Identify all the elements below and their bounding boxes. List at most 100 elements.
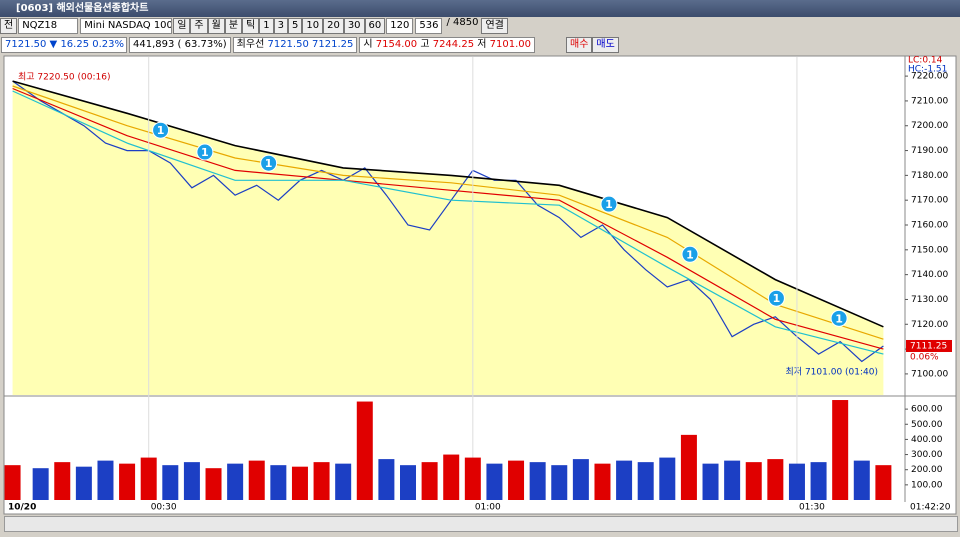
open-label: 시 — [363, 39, 373, 50]
y-tick-label: 7100.00 — [911, 369, 948, 379]
period-button[interactable]: 3 — [273, 18, 288, 34]
x-tick-label: 01:30 — [799, 503, 825, 513]
high-label: 최고 7220.50 (00:16) — [18, 72, 110, 83]
volume-bar — [270, 465, 287, 500]
period-button[interactable]: 월 — [207, 18, 225, 34]
x-tick-label: 01:00 — [475, 503, 501, 513]
volume-bar — [356, 401, 373, 500]
chart: 7100.007110.007120.007130.007140.007150.… — [3, 55, 957, 515]
y-tick-label: 7180.00 — [911, 171, 948, 181]
quote-volume: 441,893 ( 63.73%) — [129, 37, 231, 53]
signal-label: 1 — [265, 157, 273, 170]
arrow: ▼ — [49, 39, 58, 50]
y-tick-label: 7170.00 — [911, 196, 948, 206]
volume-bar — [745, 462, 762, 500]
y-tick-label: 600.00 — [911, 405, 943, 415]
interval[interactable]: 120 — [386, 18, 414, 34]
x-tick-label: 00:30 — [151, 503, 177, 513]
y-tick-label: 100.00 — [911, 480, 943, 490]
volume-bar — [378, 459, 395, 500]
moving-average — [12, 90, 884, 355]
volume-bar — [853, 460, 870, 500]
y-tick-label: 7160.00 — [911, 221, 948, 231]
volume-bar — [4, 465, 21, 500]
high-label: 고 — [420, 39, 430, 50]
volume-bar — [443, 454, 460, 500]
period-button[interactable]: 일 — [173, 18, 191, 34]
volume-bar — [810, 462, 827, 500]
signal-marker — [600, 195, 618, 213]
volume-bar — [162, 465, 179, 500]
rate: 0.23% — [92, 39, 125, 50]
y-tick-label: 7220.00 — [911, 72, 948, 82]
signal-marker — [196, 143, 214, 161]
y-tick-label: 200.00 — [911, 465, 943, 475]
period-button[interactable]: 60 — [364, 18, 386, 34]
volume-bar — [767, 459, 784, 500]
volume-bar — [183, 462, 200, 500]
volume-bar — [551, 465, 568, 500]
signal-label: 1 — [201, 146, 209, 159]
period-button[interactable]: 주 — [190, 18, 208, 34]
volume-bar — [205, 468, 222, 500]
period-button[interactable]: 30 — [343, 18, 365, 34]
y-tick-label: 7130.00 — [911, 295, 948, 305]
volume-bar — [464, 457, 481, 500]
signal-label: 1 — [157, 124, 165, 137]
signal-marker — [767, 289, 785, 307]
period-button[interactable]: 틱 — [242, 18, 260, 34]
x-start-label: 10/20 — [8, 503, 36, 513]
volume-bar — [659, 457, 676, 500]
mode[interactable]: 전 — [0, 18, 18, 34]
signal-label: 1 — [835, 312, 843, 325]
ma-area — [12, 81, 884, 395]
volume-bar — [680, 434, 697, 500]
period-button[interactable]: 20 — [323, 18, 344, 34]
volume-bar — [119, 463, 136, 500]
low-label: 최저 7101.00 (01:40) — [786, 367, 878, 378]
volume-bar — [54, 462, 71, 500]
volume-bar — [227, 463, 244, 500]
link[interactable]: 연결 — [481, 18, 508, 34]
moving-average — [12, 87, 884, 350]
volume-bar — [616, 460, 633, 500]
volume-bar — [421, 462, 438, 500]
volume-bar — [32, 468, 49, 500]
count[interactable]: 536 — [415, 18, 443, 34]
period-button[interactable]: 분 — [224, 18, 243, 34]
y-tick-label: 7190.00 — [911, 146, 948, 156]
symbol[interactable]: NQZ18 — [18, 18, 79, 34]
volume-bar — [486, 463, 503, 500]
period-button[interactable]: 10 — [302, 18, 324, 34]
volume-bar — [291, 466, 308, 500]
ask: 7121.50 — [267, 39, 309, 50]
volume-bar — [702, 463, 719, 500]
volume-bar — [313, 462, 330, 500]
volume-bar — [788, 463, 805, 500]
scrollbar[interactable] — [4, 516, 958, 532]
buy-button[interactable]: 매수 — [566, 37, 593, 53]
period-button[interactable]: 5 — [287, 18, 303, 34]
volume: 441,893 — [133, 39, 175, 50]
bid: 7121.25 — [312, 39, 354, 50]
total: / 4850 — [446, 17, 479, 28]
volume-bar — [97, 460, 114, 500]
volume-bar — [832, 400, 849, 500]
sell-button[interactable]: 매도 — [592, 37, 619, 53]
volume-bar — [594, 463, 611, 500]
volume-bar — [248, 460, 265, 500]
current-time: 01:42:20 — [910, 503, 951, 513]
y-tick-label: 300.00 — [911, 450, 943, 460]
signal-marker — [830, 309, 848, 327]
quote-price: 7121.50 ▼ 16.25 0.23% — [1, 37, 127, 53]
signal-label: 1 — [605, 198, 613, 211]
y-tick-label: 7140.00 — [911, 270, 948, 280]
quote-best: 최우선 7121.50 7121.25 — [232, 37, 358, 53]
lc-label: LC:0.14 — [908, 56, 943, 66]
open: 7154.00 — [375, 39, 418, 50]
last-rate: 0.06% — [910, 352, 939, 362]
volume-bar — [875, 465, 892, 500]
period-button[interactable]: 1 — [259, 18, 274, 34]
change: 16.25 — [60, 39, 90, 50]
quote-ohl: 시 7154.00 고 7244.25 저 7101.00 — [359, 37, 535, 53]
